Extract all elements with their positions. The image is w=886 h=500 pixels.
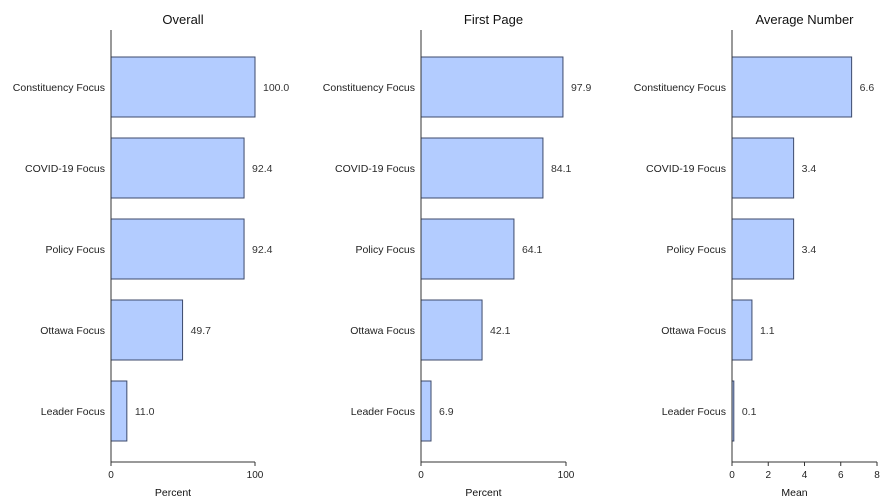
bar-3 xyxy=(731,218,795,280)
x-axis-label: Percent xyxy=(465,487,501,499)
x-tick-label: 8 xyxy=(874,470,880,481)
x-tick-label: 0 xyxy=(108,470,114,481)
bar-5 xyxy=(110,380,128,442)
value-label: 84.1 xyxy=(551,163,572,175)
x-tick-label: 0 xyxy=(418,470,424,481)
x-tick-label: 100 xyxy=(558,470,575,481)
bar-2 xyxy=(731,137,795,199)
value-label: 11.0 xyxy=(135,406,155,418)
bar-1 xyxy=(420,56,564,118)
bar-4 xyxy=(110,299,184,361)
bar-3 xyxy=(110,218,245,280)
value-label: 92.4 xyxy=(252,244,273,256)
chart-panel-2: First Page Constituency Focus 97.9 COVID-19… xyxy=(323,12,592,499)
category-label: Constituency Focus xyxy=(634,82,726,94)
x-axis-label: Percent xyxy=(155,487,191,499)
category-label: Constituency Focus xyxy=(323,82,415,94)
value-label: 3.4 xyxy=(802,163,817,175)
chart-panel-3: Average Number Constituency Focus 6.6 COVID… xyxy=(634,12,880,499)
value-label: 0.1 xyxy=(742,406,757,418)
bar-4 xyxy=(731,299,753,361)
chart-panel-1: Overall Constituency Focus 100.0 COVID-19 F… xyxy=(13,12,290,499)
bar-1 xyxy=(731,56,853,118)
value-label: 6.6 xyxy=(860,82,875,94)
value-label: 92.4 xyxy=(252,163,273,175)
category-label: Ottawa Focus xyxy=(661,325,726,337)
x-tick-label: 2 xyxy=(765,470,771,481)
category-label: Leader Focus xyxy=(351,406,415,418)
category-label: Leader Focus xyxy=(41,406,105,418)
bar-4 xyxy=(420,299,483,361)
x-axis-label: Mean xyxy=(781,487,807,499)
chart-title: First Page xyxy=(464,12,523,27)
value-label: 64.1 xyxy=(522,244,543,256)
x-tick-label: 6 xyxy=(838,470,844,481)
category-label: Ottawa Focus xyxy=(40,325,105,337)
category-label: Ottawa Focus xyxy=(350,325,415,337)
bar-2 xyxy=(110,137,245,199)
bar-3 xyxy=(420,218,515,280)
category-label: Policy Focus xyxy=(45,244,105,256)
category-label: COVID-19 Focus xyxy=(25,163,105,175)
value-label: 42.1 xyxy=(490,325,511,337)
value-label: 6.9 xyxy=(439,406,454,418)
category-label: Policy Focus xyxy=(666,244,726,256)
bar-5 xyxy=(420,380,432,442)
value-label: 3.4 xyxy=(802,244,817,256)
category-label: Constituency Focus xyxy=(13,82,105,94)
chart-title: Overall xyxy=(162,12,203,27)
category-label: COVID-19 Focus xyxy=(335,163,415,175)
value-label: 100.0 xyxy=(263,82,289,94)
value-label: 1.1 xyxy=(760,325,775,337)
category-label: COVID-19 Focus xyxy=(646,163,726,175)
bar-2 xyxy=(420,137,544,199)
chart-title: Average Number xyxy=(755,12,854,27)
value-label: 49.7 xyxy=(191,325,212,337)
value-label: 97.9 xyxy=(571,82,592,94)
x-tick-label: 4 xyxy=(802,470,808,481)
bar-1 xyxy=(110,56,256,118)
category-label: Policy Focus xyxy=(355,244,415,256)
x-tick-label: 100 xyxy=(247,470,264,481)
category-label: Leader Focus xyxy=(662,406,726,418)
x-tick-label: 0 xyxy=(729,470,735,481)
